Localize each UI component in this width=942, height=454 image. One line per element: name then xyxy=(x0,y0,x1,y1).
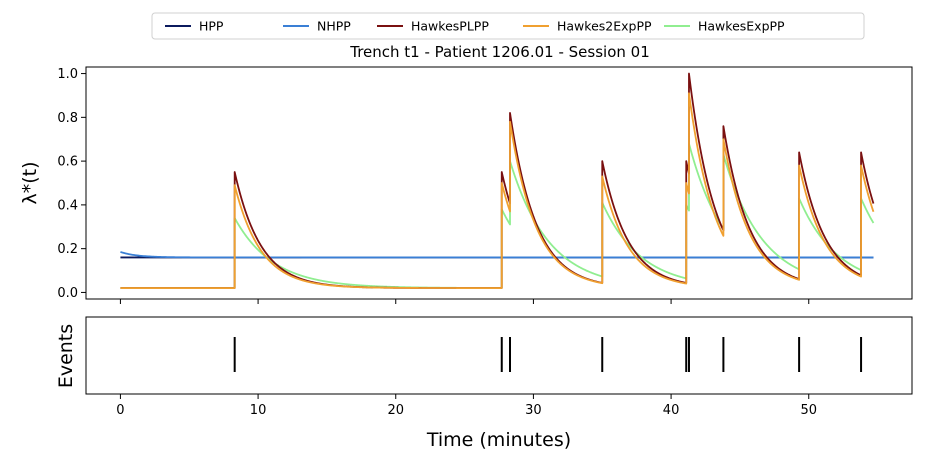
legend: HPP NHPP HawkesPLPP Hawkes2ExpPP HawkesExpPP xyxy=(151,12,865,40)
series-line-hawkesexppp xyxy=(119,142,875,289)
intensity-series-lines xyxy=(119,72,875,289)
x-tick-label: 20 xyxy=(387,403,404,418)
legend-label: Hawkes2ExpPP xyxy=(557,19,652,34)
y-tick-label: 0.2 xyxy=(57,242,78,257)
x-tick-label: 10 xyxy=(250,403,267,418)
event-markers xyxy=(233,337,863,372)
intensity-plot: 0.0 0.2 0.4 0.6 0.8 1.0 λ*(t) xyxy=(19,66,913,304)
x-axis-ticks: 0 10 20 30 40 50 xyxy=(116,394,817,418)
x-tick-label: 0 xyxy=(116,403,124,418)
y-axis-ticks: 0.0 0.2 0.4 0.6 0.8 1.0 xyxy=(57,67,86,301)
y-tick-label: 0.0 xyxy=(57,286,78,301)
y-tick-label: 0.6 xyxy=(57,155,78,170)
x-tick-label: 40 xyxy=(663,403,680,418)
legend-frame xyxy=(151,12,865,40)
series-line-nhpp xyxy=(120,251,874,259)
series-line-hawkesplpp xyxy=(119,72,875,289)
events-plot-frame xyxy=(85,316,913,395)
chart-title: Trench t1 - Patient 1206.01 - Session 01 xyxy=(349,43,650,61)
series-line-hawkes2exppp xyxy=(119,92,875,289)
intensity-x-ticks xyxy=(119,299,810,304)
intensity-plot-frame xyxy=(85,66,913,300)
y-tick-label: 0.8 xyxy=(57,111,78,126)
legend-label: HawkesExpPP xyxy=(698,19,785,34)
events-plot: 0 10 20 30 40 50 Events Time (minutes) xyxy=(55,316,913,451)
legend-label: NHPP xyxy=(317,19,351,34)
legend-label: HawkesPLPP xyxy=(411,19,489,34)
x-tick-label: 50 xyxy=(800,403,817,418)
x-axis-label: Time (minutes) xyxy=(426,429,571,451)
y-tick-label: 1.0 xyxy=(57,67,78,82)
legend-label: HPP xyxy=(199,19,224,34)
x-tick-label: 30 xyxy=(525,403,542,418)
y-axis-label: λ*(t) xyxy=(19,161,41,204)
y-tick-label: 0.4 xyxy=(57,198,78,213)
events-axis-label: Events xyxy=(55,324,77,388)
